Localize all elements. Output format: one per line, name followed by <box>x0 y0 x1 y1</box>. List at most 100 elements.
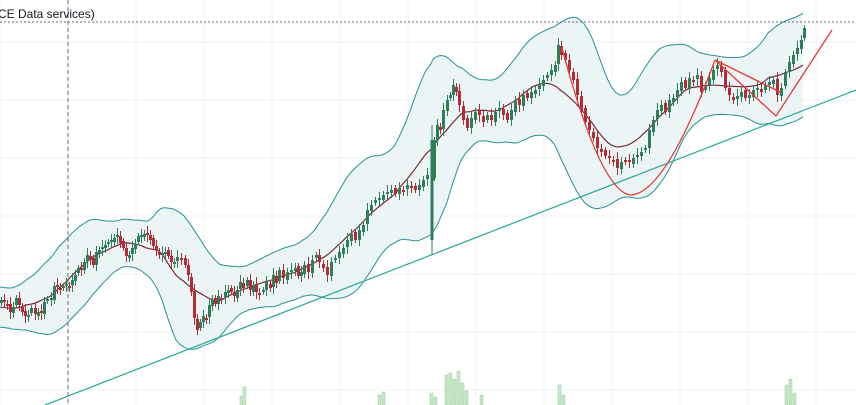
candle-body <box>21 307 24 312</box>
candle-body <box>176 257 179 261</box>
candle-body <box>439 127 442 130</box>
candle-body <box>338 252 341 258</box>
candle-body <box>128 255 131 258</box>
candle-body <box>246 280 249 286</box>
candle-body <box>275 276 278 283</box>
candle-body <box>550 70 553 75</box>
candle-body <box>378 198 381 200</box>
volume-bar <box>242 386 247 405</box>
candle-body <box>326 267 329 275</box>
candle-body <box>736 96 739 99</box>
candle-body <box>262 290 265 292</box>
candle-body <box>406 185 409 189</box>
candle-body <box>110 240 113 242</box>
candle-body <box>193 291 196 318</box>
candle-body <box>137 236 140 242</box>
candle-body <box>12 307 15 313</box>
candle-body <box>580 96 583 110</box>
candle-body <box>366 210 369 224</box>
candle-body <box>764 85 767 90</box>
candle-body <box>604 150 607 156</box>
candle-body <box>286 272 289 280</box>
candle-body <box>65 284 68 286</box>
candle-body <box>334 258 337 260</box>
candle-body <box>236 290 239 298</box>
candle-body <box>800 40 803 49</box>
candle-body <box>62 286 65 288</box>
candle-body <box>466 118 469 128</box>
candle-body <box>568 60 571 70</box>
volume-bar <box>460 382 465 405</box>
candle-body <box>290 270 293 272</box>
candle-body <box>716 65 719 69</box>
candle-body <box>676 90 679 97</box>
candle-body <box>768 82 771 85</box>
candle-body <box>748 95 751 98</box>
candle-body <box>297 266 300 276</box>
candle-body <box>788 62 791 72</box>
candle-body <box>542 80 545 86</box>
candle-body <box>227 290 230 293</box>
candle-body <box>724 70 727 88</box>
volume-bar <box>377 394 382 405</box>
handle-breakout-line <box>714 29 833 117</box>
candle-body <box>242 283 245 288</box>
candle-body <box>143 234 146 237</box>
candle-body <box>776 79 779 95</box>
candle-body <box>518 99 521 105</box>
candle-body <box>131 248 134 254</box>
volume-bar <box>452 378 457 405</box>
candle-body <box>158 252 161 255</box>
candle-body <box>612 160 615 162</box>
candle-body <box>233 292 236 296</box>
candle-body <box>18 298 21 305</box>
candle-body <box>50 298 53 300</box>
candle-body <box>71 280 74 285</box>
candle-body <box>554 65 557 72</box>
candle-body <box>83 262 86 270</box>
candle-body <box>436 125 439 140</box>
candle-body <box>34 308 37 314</box>
candle-body <box>146 233 149 235</box>
candle-body <box>346 240 349 247</box>
candle-body <box>86 255 89 261</box>
candle-body <box>199 322 202 328</box>
candle-body <box>255 284 258 292</box>
candle-body <box>684 80 687 88</box>
candle-body <box>449 95 452 98</box>
candle-body <box>803 28 806 38</box>
candle-body <box>688 78 691 88</box>
candle-body <box>455 87 458 92</box>
candle-body <box>624 160 627 162</box>
candle-body <box>510 110 513 120</box>
candle-body <box>382 195 385 200</box>
candle-body <box>620 162 623 169</box>
candle-body <box>300 272 303 276</box>
candle-body <box>422 180 425 187</box>
candle-body <box>668 100 671 112</box>
candle-body <box>474 112 477 120</box>
candle-body <box>712 70 715 80</box>
candle-body <box>354 232 357 240</box>
candle-body <box>402 190 405 192</box>
candle-body <box>772 80 775 84</box>
candle-body <box>205 318 208 320</box>
candle-body <box>101 247 104 249</box>
candle-body <box>514 100 517 112</box>
candle-body <box>572 72 575 80</box>
candle-body <box>720 66 723 72</box>
candle-body <box>458 91 461 105</box>
candle-body <box>217 296 220 304</box>
candle-body <box>546 75 549 78</box>
volume-bar <box>479 394 484 405</box>
volume-bar <box>561 394 566 405</box>
candle-body <box>414 186 417 190</box>
candle-body <box>632 158 635 164</box>
candle-body <box>265 282 268 290</box>
candle-body <box>152 238 155 246</box>
candle-body <box>164 252 167 254</box>
candle-body <box>792 55 795 64</box>
candle-body <box>398 188 401 194</box>
